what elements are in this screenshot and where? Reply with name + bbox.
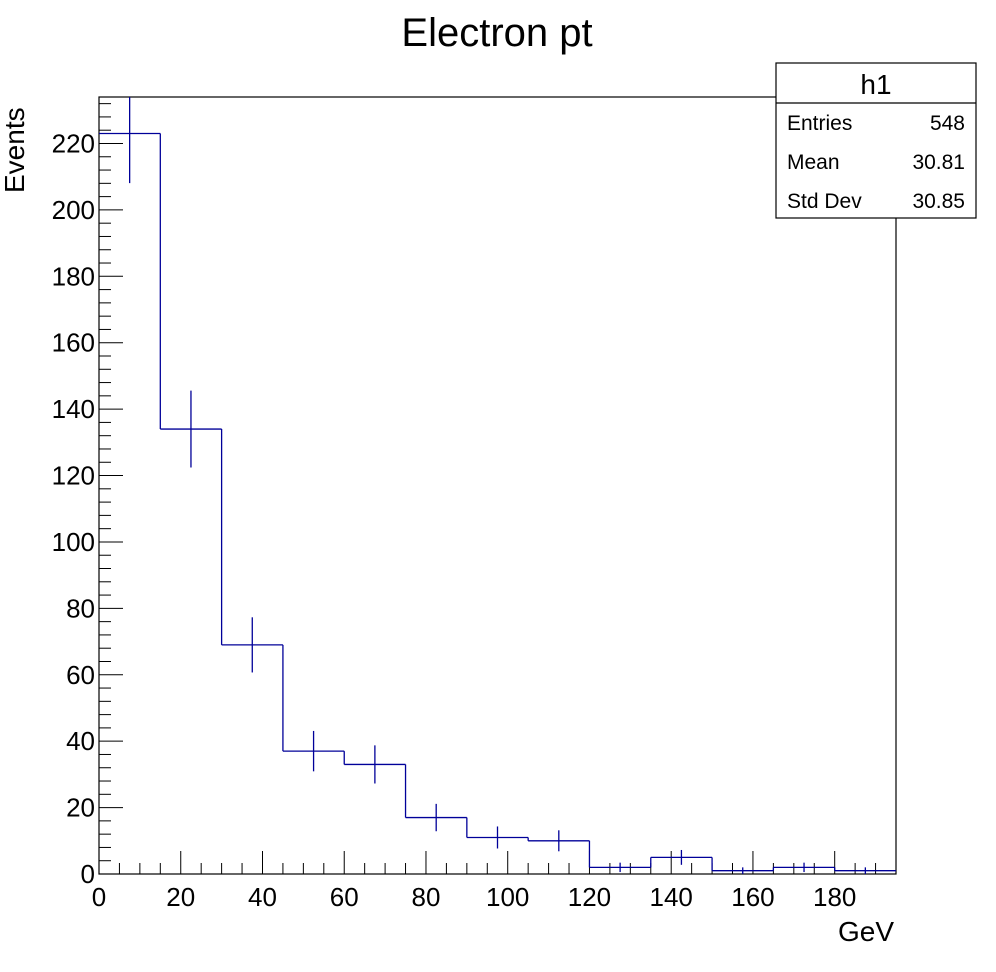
histogram-bins bbox=[99, 97, 896, 874]
stats-entries-label: Entries bbox=[787, 112, 852, 135]
y-tick-label: 60 bbox=[66, 660, 95, 690]
x-tick-label: 0 bbox=[92, 882, 106, 912]
y-tick-label: 220 bbox=[52, 128, 95, 158]
stats-mean-label: Mean bbox=[787, 151, 840, 174]
y-tick-label: 140 bbox=[52, 394, 95, 424]
x-axis-title: GeV bbox=[838, 916, 894, 947]
stats-box-frame bbox=[775, 62, 977, 219]
x-tick-label: 100 bbox=[486, 882, 529, 912]
stats-mean-value: 30.81 bbox=[912, 151, 965, 174]
x-tick-label: 160 bbox=[731, 882, 774, 912]
frame bbox=[98, 96, 897, 875]
x-axis: 0 20 40 60 80 100 120 140 160 180 bbox=[92, 851, 897, 912]
y-tick-label: 0 bbox=[81, 859, 95, 889]
y-tick-label: 100 bbox=[52, 527, 95, 557]
y-tick-label: 160 bbox=[52, 328, 95, 358]
x-tick-label: 120 bbox=[568, 882, 611, 912]
stats-stddev-value: 30.85 bbox=[912, 190, 965, 213]
stats-box-title: h1 bbox=[860, 69, 891, 100]
y-tick-label: 40 bbox=[66, 726, 95, 756]
y-tick-label: 120 bbox=[52, 461, 95, 491]
y-tick-label: 180 bbox=[52, 261, 95, 291]
stats-box: h1 Entries 548 Mean 30.81 Std Dev 30.85 bbox=[775, 62, 977, 219]
chart-title: Electron pt bbox=[401, 11, 592, 55]
x-tick-label: 140 bbox=[650, 882, 693, 912]
x-tick-label: 40 bbox=[248, 882, 277, 912]
x-tick-label: 20 bbox=[166, 882, 195, 912]
y-axis: 0 20 40 60 80 100 120 140 160 180 200 220 bbox=[52, 103, 123, 889]
x-tick-label: 60 bbox=[330, 882, 359, 912]
y-axis-title: Events bbox=[0, 107, 30, 193]
y-tick-label: 20 bbox=[66, 793, 95, 823]
y-tick-label: 200 bbox=[52, 195, 95, 225]
stats-entries-value: 548 bbox=[930, 112, 965, 135]
x-tick-label: 80 bbox=[412, 882, 441, 912]
y-tick-label: 80 bbox=[66, 593, 95, 623]
x-tick-label: 180 bbox=[813, 882, 856, 912]
stats-stddev-label: Std Dev bbox=[787, 190, 862, 213]
